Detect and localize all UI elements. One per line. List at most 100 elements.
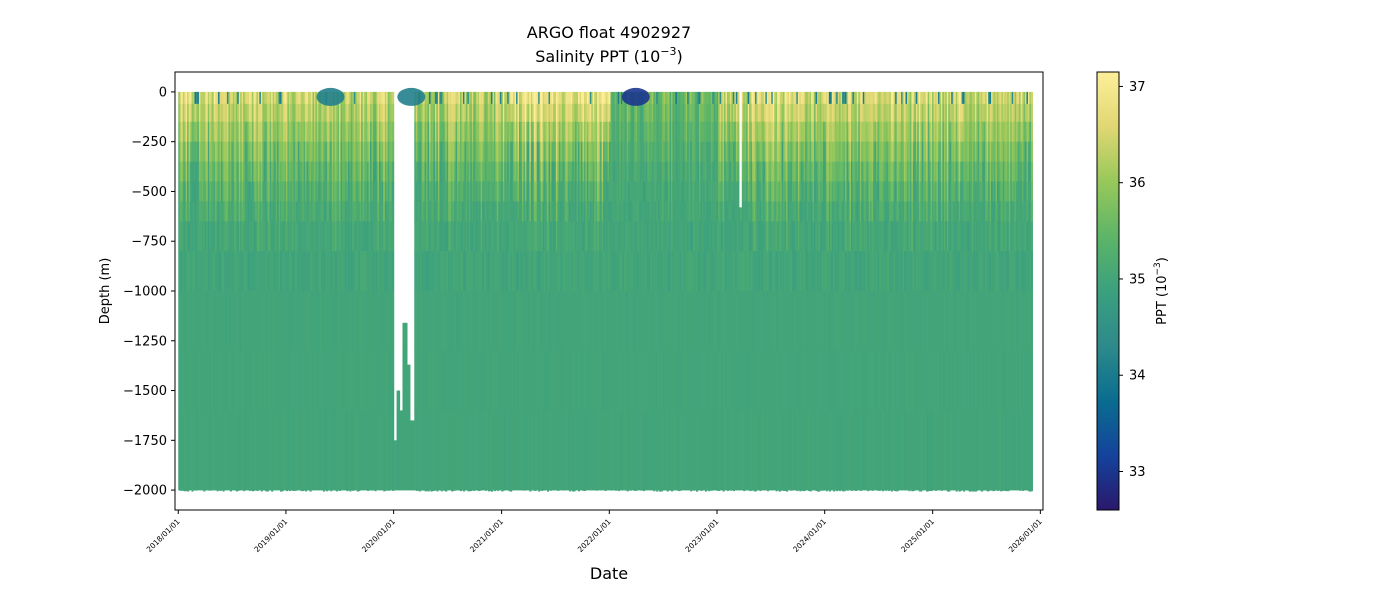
heatmap-cell xyxy=(538,350,541,411)
heatmap-cell xyxy=(513,350,516,411)
heatmap-cell xyxy=(541,121,544,142)
heatmap-cell xyxy=(639,141,643,162)
heatmap-cell xyxy=(442,91,445,105)
heatmap-cell xyxy=(330,251,333,292)
heatmap-cell xyxy=(203,350,206,411)
heatmap-cell xyxy=(541,221,544,252)
heatmap-cell xyxy=(588,141,591,162)
heatmap-cell xyxy=(315,221,318,252)
heatmap-cell xyxy=(232,251,235,292)
heatmap-cell xyxy=(530,201,533,222)
heatmap-cell xyxy=(191,161,194,182)
heatmap-cell xyxy=(610,490,613,491)
heatmap-cell xyxy=(499,201,502,222)
heatmap-cell xyxy=(637,121,640,142)
heatmap-cell xyxy=(604,103,607,123)
heatmap-cell xyxy=(659,221,662,252)
heatmap-cell xyxy=(231,161,234,182)
heatmap-cell xyxy=(663,350,666,411)
heatmap-cell xyxy=(654,121,657,142)
heatmap-cell xyxy=(467,181,470,202)
heatmap-cell xyxy=(592,103,595,123)
heatmap-cell xyxy=(468,103,471,123)
heatmap-cell xyxy=(530,121,533,142)
heatmap-cell xyxy=(461,181,464,202)
heatmap-cell xyxy=(311,291,314,352)
heatmap-cell xyxy=(383,141,386,162)
heatmap-cell xyxy=(486,181,489,202)
heatmap-cell xyxy=(561,221,564,252)
heatmap-cell xyxy=(449,221,452,252)
heatmap-cell xyxy=(280,103,283,123)
heatmap-cell xyxy=(558,141,561,162)
heatmap-cell xyxy=(282,141,286,162)
heatmap-cell xyxy=(548,410,551,491)
heatmap-cell xyxy=(644,201,647,222)
heatmap-cell xyxy=(468,91,471,105)
heatmap-cell xyxy=(617,490,620,492)
heatmap-cell xyxy=(361,161,364,182)
heatmap-cell xyxy=(752,91,755,105)
heatmap-cell xyxy=(362,91,365,105)
heatmap-cell xyxy=(681,141,684,162)
heatmap-cell xyxy=(502,251,505,292)
heatmap-cell xyxy=(641,161,644,182)
heatmap-cell xyxy=(470,410,473,491)
heatmap-cell xyxy=(632,121,635,142)
heatmap-cell xyxy=(666,350,669,411)
heatmap-cell xyxy=(420,141,423,162)
heatmap-cell xyxy=(533,251,536,292)
heatmap-cell xyxy=(701,181,705,202)
heatmap-cell xyxy=(327,221,330,252)
heatmap-cell xyxy=(666,91,669,105)
heatmap-cell xyxy=(555,161,558,182)
heatmap-cell xyxy=(623,141,626,162)
heatmap-cell xyxy=(352,181,355,202)
heatmap-cell xyxy=(244,221,247,252)
heatmap-cell xyxy=(322,251,325,292)
heatmap-cell xyxy=(319,103,322,123)
heatmap-cell xyxy=(492,121,495,142)
heatmap-cell xyxy=(244,201,247,222)
heatmap-cell xyxy=(386,161,389,182)
heatmap-cell xyxy=(178,181,181,202)
heatmap-cell xyxy=(333,141,336,162)
heatmap-cell xyxy=(280,490,283,492)
heatmap-cell xyxy=(514,410,517,491)
heatmap-cell xyxy=(247,221,250,252)
heatmap-cell xyxy=(454,201,457,222)
heatmap-cell xyxy=(313,181,317,202)
heatmap-cell xyxy=(480,181,483,202)
heatmap-cell xyxy=(387,181,390,202)
heatmap-cell xyxy=(437,181,440,202)
heatmap-cell xyxy=(710,91,713,105)
heatmap-cell xyxy=(455,350,458,411)
heatmap-cell xyxy=(275,161,278,182)
heatmap-cell xyxy=(352,201,355,222)
heatmap-cell xyxy=(524,221,527,252)
heatmap-cell xyxy=(523,161,526,182)
heatmap-cell xyxy=(707,141,710,162)
heatmap-cell xyxy=(353,91,356,105)
heatmap-cell xyxy=(234,103,237,123)
heatmap-cell xyxy=(601,141,604,162)
heatmap-cell xyxy=(268,91,271,105)
heatmap-cell xyxy=(616,291,619,352)
heatmap-cell xyxy=(294,291,297,352)
heatmap-cell xyxy=(190,221,193,252)
heatmap-cell xyxy=(570,201,573,222)
heatmap-cell xyxy=(374,251,377,292)
heatmap-cell xyxy=(635,141,638,162)
heatmap-cell xyxy=(377,251,380,292)
heatmap-cell xyxy=(359,350,362,411)
heatmap-cell xyxy=(645,201,648,222)
heatmap-cell xyxy=(613,201,616,222)
heatmap-cell xyxy=(561,141,564,162)
heatmap-cell xyxy=(486,251,489,292)
heatmap-cell xyxy=(569,410,572,491)
heatmap-cell xyxy=(266,221,269,252)
heatmap-cell xyxy=(505,91,508,105)
heatmap-cell xyxy=(358,410,361,491)
heatmap-cell xyxy=(337,161,340,182)
heatmap-cell xyxy=(639,221,643,252)
